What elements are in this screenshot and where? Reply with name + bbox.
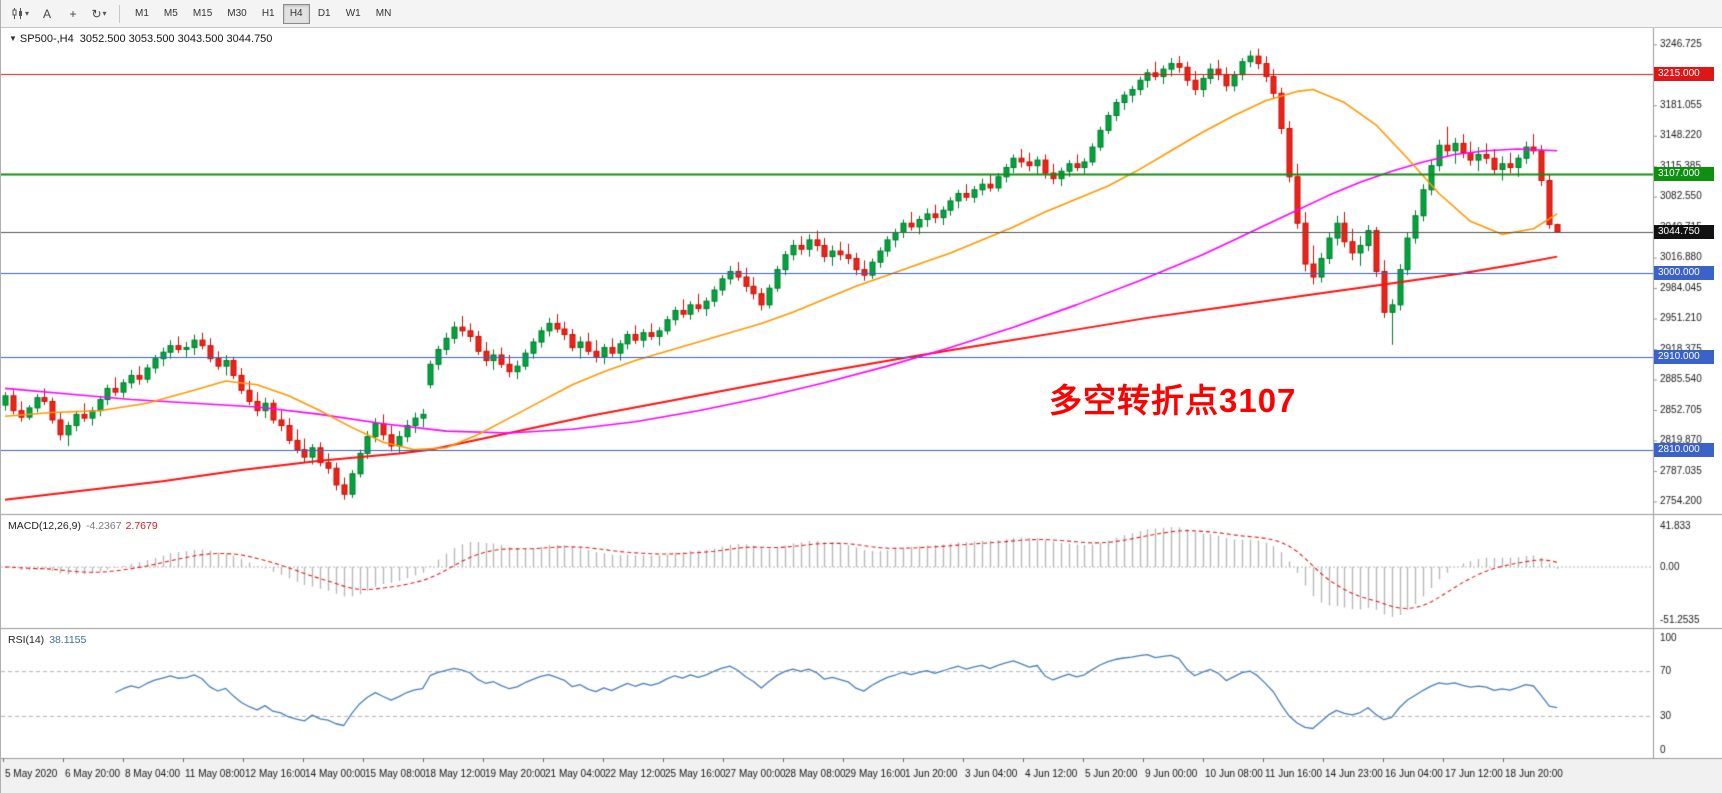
rsi-indicator-label: RSI(14) 38.1155 (8, 634, 86, 646)
timeframe-button-h4[interactable]: H4 (282, 3, 310, 24)
symbol-timeframe-label: SP500-,H4 (19, 33, 74, 45)
timeframe-button-mn[interactable]: MN (369, 4, 399, 24)
timeframe-button-d1[interactable]: D1 (311, 4, 338, 24)
timeframe-button-m15[interactable]: M15 (186, 4, 219, 24)
crosshair-tool-button[interactable]: + (61, 3, 85, 25)
timeframe-button-w1[interactable]: W1 (339, 4, 368, 24)
timeframe-button-m30[interactable]: M30 (220, 4, 253, 24)
macd-indicator-label: MACD(12,26,9) -4.2367 2.7679 (8, 520, 158, 532)
crosshair-icon: + (69, 6, 77, 21)
candlestick-chart-icon (12, 8, 22, 19)
macd-value-signal: 2.7679 (125, 520, 158, 532)
ohlc-values: 3052.500 3053.500 3043.500 3044.750 (79, 33, 273, 45)
cursor-tool-button[interactable]: A (35, 3, 59, 25)
timeframe-button-h1[interactable]: H1 (255, 4, 282, 24)
macd-name: MACD(12,26,9) (8, 520, 81, 532)
chart-annotation-text: 多空转折点3107 (1049, 382, 1297, 419)
chart-area: ▼ SP500-,H4 3052.500 3053.500 3043.500 304… (1, 28, 1722, 793)
rsi-value: 38.1155 (49, 634, 87, 646)
caret-down-icon: ▾ (25, 9, 30, 18)
chart-canvas[interactable] (1, 28, 1722, 793)
collapse-arrow-icon: ▼ (9, 34, 17, 43)
chart-title: ▼ SP500-,H4 3052.500 3053.500 3043.500 304… (9, 33, 272, 45)
toolbar: ▾ A + ↻ ▾ M1 M5 M15 M30 H1 H4 D1 W1 MN (1, 0, 1722, 28)
cycle-tool-button[interactable]: ↻ ▾ (87, 3, 111, 25)
timeframe-button-m1[interactable]: M1 (128, 4, 156, 24)
rsi-name: RSI(14) (8, 634, 45, 646)
timeframe-buttons: M1 M5 M15 M30 H1 H4 D1 W1 MN (128, 3, 399, 24)
cycle-icon: ↻ (91, 6, 102, 21)
toolbar-separator (119, 4, 121, 23)
letter-a-icon: A (43, 6, 52, 21)
timeframe-button-m5[interactable]: M5 (157, 4, 185, 24)
caret-down-icon: ▾ (102, 9, 107, 18)
macd-value-main: -4.2367 (85, 520, 122, 532)
chart-type-button[interactable]: ▾ (7, 3, 33, 25)
